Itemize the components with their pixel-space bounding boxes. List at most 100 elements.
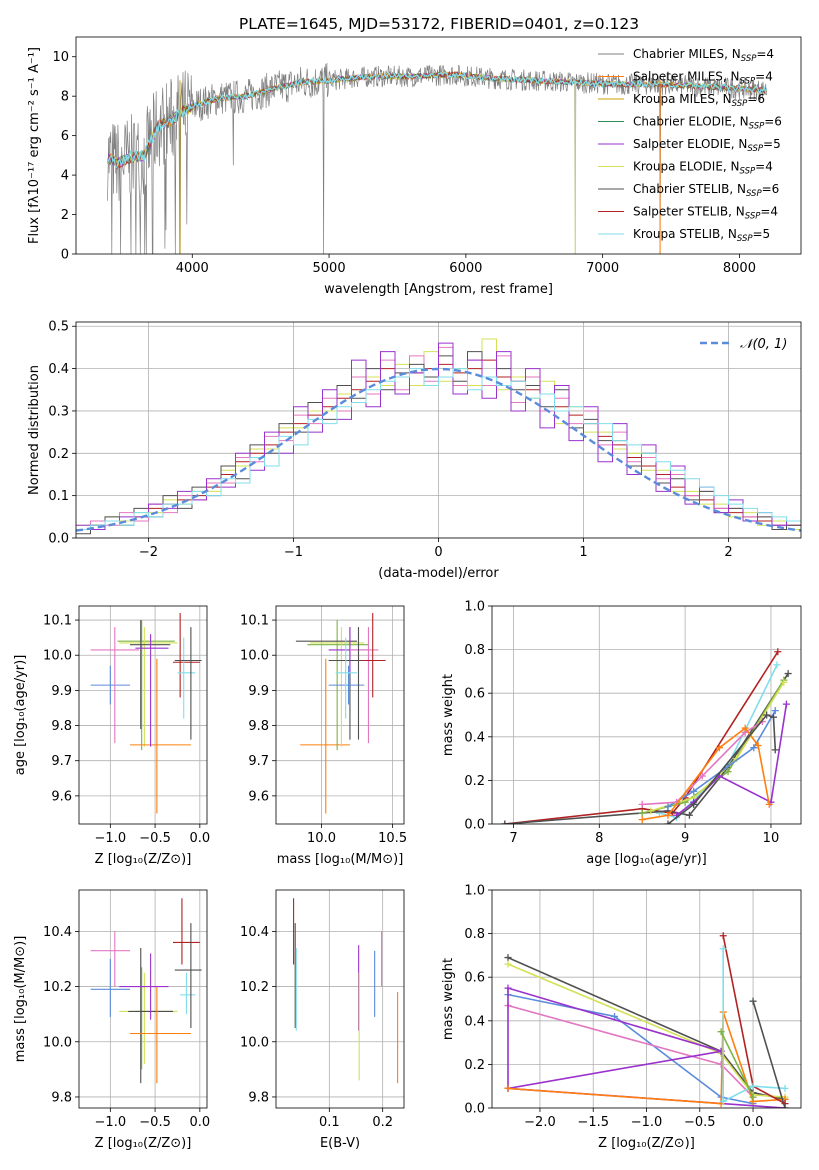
legend-value: =5 xyxy=(753,227,771,241)
axes-frame xyxy=(78,605,208,825)
y-tick-label: 0.0 xyxy=(464,1102,485,1117)
weight-marker xyxy=(719,945,727,953)
y-tick-label: 0.4 xyxy=(464,730,485,745)
x-tick-label: −1.0 xyxy=(631,1115,663,1130)
y-tick-label: 10.1 xyxy=(240,614,269,629)
legend-subscript: SSP xyxy=(732,99,748,109)
weight-marker xyxy=(749,1093,757,1101)
panel-residuals: 𝒩(0, 1) −2 −1 0 1 2 0.0 0.1 0.2 0.3 0.4 0.5 (data-mo… xyxy=(27,320,802,581)
weight-line xyxy=(659,664,778,819)
x-tick-label: 7 xyxy=(509,831,517,846)
x-tick-label: 6000 xyxy=(449,261,482,276)
y-tick-label: 9.6 xyxy=(248,789,269,804)
y-tick-label: 0.0 xyxy=(464,818,485,833)
x-tick-label: 1 xyxy=(579,545,587,560)
x-axis-label: age [log₁₀(age/yr)] xyxy=(586,852,707,867)
weight-marker xyxy=(611,1012,619,1020)
weight-marker xyxy=(664,820,672,824)
x-tick-label: 4000 xyxy=(176,261,209,276)
y-tick-label: 0.6 xyxy=(464,687,485,702)
weight-marker xyxy=(782,700,790,708)
weight-marker xyxy=(690,800,698,808)
x-tick-label: 10.5 xyxy=(378,831,407,846)
weight-marker xyxy=(763,711,771,719)
weight-line xyxy=(642,679,785,814)
legend-label: Salpeter STELIB, NSSP=4 xyxy=(633,205,778,222)
x-tick-label: 0.0 xyxy=(189,1115,210,1130)
plot-area xyxy=(76,322,801,538)
y-tick-label: 10.2 xyxy=(240,980,269,995)
y-tick-label: 0.3 xyxy=(48,404,69,419)
legend-label: Chabrier STELIB, NSSP=6 xyxy=(633,182,779,199)
weight-marker xyxy=(504,954,512,962)
y-tick-label: 1.0 xyxy=(464,600,485,615)
weight-marker xyxy=(504,1084,512,1092)
y-tick-label: 9.8 xyxy=(51,1090,72,1105)
panel-mass_vs_Z: −1.0 −0.5 0.0 9.8 10.0 10.2 10.4 Z [log₁₀(Z/Z⊙)… xyxy=(13,889,210,1151)
y-tick-label: 10.0 xyxy=(43,649,72,664)
weight-line xyxy=(642,726,770,821)
y-tick-label: 9.7 xyxy=(51,754,72,769)
weight-marker xyxy=(771,707,779,715)
y-tick-label: 0 xyxy=(61,248,69,263)
y-axis-label: Normed distribution xyxy=(27,365,42,495)
plot-area xyxy=(276,606,404,824)
panel-age_vs_Z: −1.0 −0.5 0.0 9.6 9.7 9.8 9.9 10.0 10.1 Z [log₁₀(… xyxy=(13,605,210,867)
weight-line xyxy=(507,963,786,1098)
weight-line xyxy=(507,993,754,1105)
weight-marker xyxy=(773,661,781,669)
weight-line xyxy=(504,651,779,824)
y-tick-label: 1.0 xyxy=(464,884,485,899)
legend-label: Kroupa ELODIE, NSSP=4 xyxy=(633,160,773,177)
y-tick-label: 10.1 xyxy=(43,614,72,629)
y-tick-label: 4 xyxy=(61,169,69,184)
y-tick-label: 10.0 xyxy=(43,1035,72,1050)
axes-frame xyxy=(275,605,405,825)
legend-label: Chabrier MILES, NSSP=4 xyxy=(633,47,774,64)
y-axis-label: mass weight xyxy=(441,958,456,1040)
weight-marker xyxy=(771,746,779,754)
weight-marker xyxy=(638,816,646,824)
y-tick-label: 10 xyxy=(52,50,69,65)
legend-subscript: SSP xyxy=(740,77,756,87)
x-tick-label: 0.0 xyxy=(743,1115,764,1130)
spectrum-model-kroupa_stelib xyxy=(106,71,768,169)
y-tick-label: 9.8 xyxy=(248,1090,269,1105)
weight-marker xyxy=(784,670,792,678)
y-tick-label: 0.4 xyxy=(464,1014,485,1029)
plot-area xyxy=(492,890,801,1108)
weight-marker xyxy=(754,742,762,750)
y-tick-label: 0.1 xyxy=(48,489,69,504)
y-tick-label: 9.7 xyxy=(248,754,269,769)
panel-mass_vs_ebv: 0.1 0.2 9.8 10.0 10.2 10.4 E(B-V) xyxy=(240,889,405,1151)
x-tick-label: 5000 xyxy=(313,261,346,276)
y-tick-label: 8 xyxy=(61,90,69,105)
weight-marker xyxy=(664,803,672,811)
y-tick-label: 0.5 xyxy=(48,320,69,335)
weight-marker xyxy=(638,809,646,817)
x-tick-label: −1.5 xyxy=(577,1115,609,1130)
legend-value: =4 xyxy=(755,160,773,174)
legend-label: Chabrier ELODIE, NSSP=6 xyxy=(633,115,782,132)
weight-marker xyxy=(749,997,757,1005)
x-tick-label: −2 xyxy=(139,545,158,560)
plot-area xyxy=(79,606,207,824)
weight-line xyxy=(752,1000,786,1108)
x-axis-label: wavelength [Angstrom, rest frame] xyxy=(324,282,553,297)
y-tick-label: 10.4 xyxy=(43,925,72,940)
legend-subscript: SSP xyxy=(747,144,763,154)
weight-marker xyxy=(774,648,782,656)
legend-subscript: SSP xyxy=(737,234,753,244)
legend-label: Kroupa STELIB, NSSP=5 xyxy=(633,227,770,244)
y-tick-label: 0.2 xyxy=(48,447,69,462)
y-axis-label: mass weight xyxy=(441,674,456,756)
legend-label: Kroupa MILES, NSSP=6 xyxy=(633,92,765,109)
x-axis-label: Z [log₁₀(Z/Z⊙)] xyxy=(95,1136,192,1151)
legend-subscript: SSP xyxy=(749,122,765,132)
y-tick-label: 10.2 xyxy=(43,980,72,995)
weight-marker xyxy=(715,744,723,752)
x-axis-label: E(B-V) xyxy=(320,1136,360,1151)
legend-value: =6 xyxy=(764,115,782,129)
plot-area xyxy=(79,890,207,1108)
legend-value: =6 xyxy=(747,92,765,106)
